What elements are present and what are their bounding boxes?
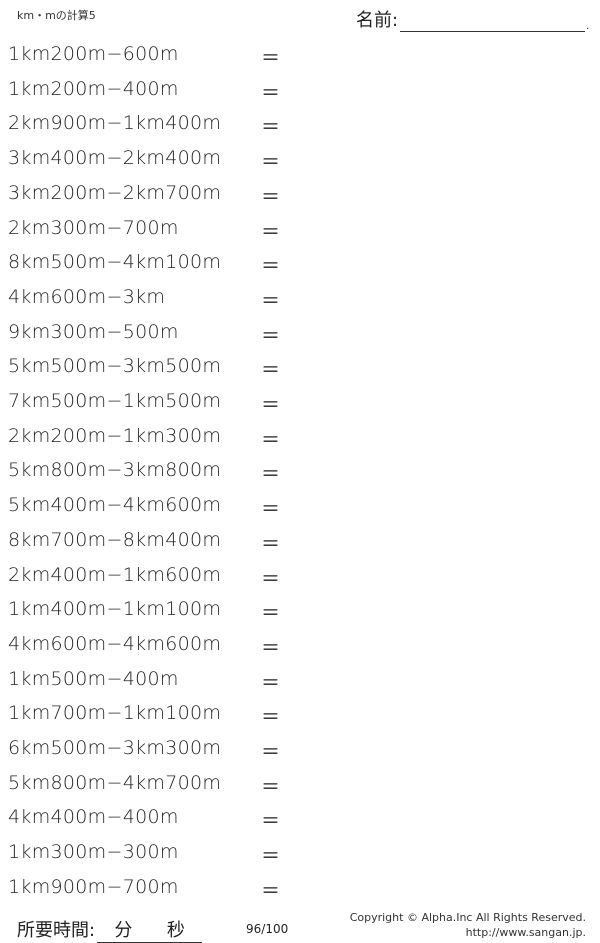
problem-expression: 2km400m−1km600m — [8, 563, 222, 586]
problem-row: 1km200m−400m ＝ — [8, 78, 308, 108]
problem-row: 1km300m−300m ＝ — [8, 841, 308, 871]
problem-expression: 1km400m−1km100m — [8, 598, 222, 621]
problem-row: 4km600m−4km600m ＝ — [8, 633, 308, 663]
equals-sign: ＝ — [261, 359, 281, 382]
copyright-text: Copyright © Alpha.Inc All Rights Reserve… — [349, 911, 586, 924]
equals-sign: ＝ — [261, 394, 281, 416]
problem-row: 3km400m−2km400m ＝ — [8, 147, 308, 177]
equals-sign: ＝ — [261, 879, 281, 902]
equals-sign: ＝ — [261, 47, 281, 69]
problem-expression: 1km200m−400m — [8, 77, 179, 100]
problem-expression: 2km300m−700m — [8, 216, 179, 239]
problem-expression: 1km700m−1km100m — [8, 702, 222, 725]
problem-expression: 3km200m−2km700m — [8, 181, 222, 204]
problem-expression: 8km700m−8km400m — [8, 528, 222, 551]
name-field: 名前: . — [356, 6, 589, 32]
worksheet-title: km・mの計算5 — [17, 9, 96, 22]
problem-row: 1km900m−700m ＝ — [8, 876, 308, 906]
problem-row: 5km800m−3km800m ＝ — [8, 459, 308, 489]
copyright-block: Copyright © Alpha.Inc All Rights Reserve… — [350, 910, 586, 940]
equals-sign: ＝ — [261, 671, 281, 694]
equals-sign: ＝ — [261, 532, 281, 555]
problem-expression: 1km500m−400m — [8, 667, 179, 690]
seconds-label: 秒 — [166, 920, 185, 941]
problem-expression: 5km500m−3km500m — [8, 355, 222, 378]
name-blank-line — [400, 13, 586, 32]
problem-row: 2km300m−700m ＝ — [8, 217, 308, 247]
problem-expression: 2km200m−1km300m — [8, 424, 222, 447]
problem-row: 4km600m−3km ＝ — [8, 286, 308, 316]
equals-sign: ＝ — [261, 706, 281, 729]
problem-row: 6km500m−3km300m ＝ — [8, 737, 308, 767]
problem-row: 3km200m−2km700m ＝ — [8, 182, 308, 212]
problem-row: 2km200m−1km300m ＝ — [8, 425, 308, 455]
name-label: 名前: — [356, 10, 399, 31]
equals-sign: ＝ — [261, 255, 281, 278]
equals-sign: ＝ — [261, 602, 281, 625]
problem-row: 4km400m−400m ＝ — [8, 806, 308, 836]
problem-row: 2km900m−1km400m ＝ — [8, 112, 308, 142]
equals-sign: ＝ — [261, 324, 281, 347]
equals-sign: ＝ — [261, 220, 281, 243]
problem-row: 1km400m−1km100m ＝ — [8, 598, 308, 628]
equals-sign: ＝ — [261, 775, 281, 798]
name-dot: . — [586, 21, 590, 32]
problem-row: 7km500m−1km500m ＝ — [8, 390, 308, 420]
problem-expression: 1km900m−700m — [8, 875, 179, 898]
equals-sign: ＝ — [261, 463, 281, 486]
equals-sign: ＝ — [261, 428, 281, 451]
equals-sign: ＝ — [261, 289, 281, 312]
equals-sign: ＝ — [261, 81, 281, 104]
problem-expression: 2km900m−1km400m — [8, 112, 222, 135]
problem-expression: 1km200m−600m — [8, 43, 179, 65]
problem-row: 8km700m−8km400m ＝ — [8, 529, 308, 559]
problem-row: 5km800m−4km700m ＝ — [8, 772, 308, 802]
problem-row: 1km200m−600m ＝ — [8, 43, 308, 73]
equals-sign: ＝ — [261, 845, 281, 868]
problem-expression: 3km400m−2km400m — [8, 147, 222, 170]
problem-expression: 4km600m−3km — [8, 285, 166, 308]
problem-expression: 5km800m−3km800m — [8, 459, 222, 482]
minutes-label: 分 — [114, 920, 133, 941]
time-blank: 分 秒 — [97, 916, 203, 943]
problem-expression: 1km300m−300m — [8, 841, 179, 864]
problem-row: 5km400m−4km600m ＝ — [8, 494, 308, 524]
site-url: http://www.sangan.jp. — [465, 926, 586, 939]
equals-sign: ＝ — [261, 636, 281, 659]
problem-expression: 9km300m−500m — [8, 320, 179, 343]
problem-row: 1km700m−1km100m ＝ — [8, 702, 308, 732]
problem-expression: 6km500m−3km300m — [8, 737, 222, 759]
equals-sign: ＝ — [261, 810, 281, 833]
problem-row: 2km400m−1km600m ＝ — [8, 564, 308, 594]
problem-row: 9km300m−500m ＝ — [8, 321, 308, 351]
equals-sign: ＝ — [261, 567, 281, 590]
problem-row: 8km500m−4km100m ＝ — [8, 251, 308, 281]
time-required: 所要時間: 分 秒 — [17, 916, 203, 943]
equals-sign: ＝ — [261, 116, 281, 139]
equals-sign: ＝ — [261, 498, 281, 521]
time-label: 所要時間: — [17, 920, 96, 941]
equals-sign: ＝ — [261, 741, 281, 763]
equals-sign: ＝ — [261, 185, 281, 208]
problem-expression: 4km400m−400m — [8, 806, 179, 829]
problem-row: 5km500m−3km500m ＝ — [8, 355, 308, 385]
problem-row: 1km500m−400m ＝ — [8, 668, 308, 698]
problem-expression: 7km500m−1km500m — [8, 390, 222, 412]
problem-expression: 4km600m−4km600m — [8, 632, 222, 655]
equals-sign: ＝ — [261, 151, 281, 174]
problem-expression: 8km500m−4km100m — [8, 251, 222, 274]
page-number: 96/100 — [246, 922, 289, 936]
problem-expression: 5km400m−4km600m — [8, 494, 222, 517]
problem-expression: 5km800m−4km700m — [8, 771, 222, 794]
